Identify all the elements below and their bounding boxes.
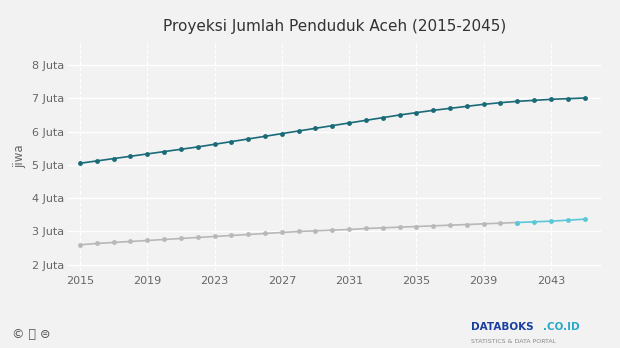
- Text: .CO.ID: .CO.ID: [543, 322, 580, 332]
- Y-axis label: jiwa: jiwa: [13, 145, 26, 168]
- Text: © ⓘ ⊜: © ⓘ ⊜: [12, 327, 51, 341]
- Title: Proyeksi Jumlah Penduduk Aceh (2015-2045): Proyeksi Jumlah Penduduk Aceh (2015-2045…: [163, 19, 507, 34]
- Text: DATABOKS: DATABOKS: [471, 322, 534, 332]
- Text: STATISTICS & DATA PORTAL: STATISTICS & DATA PORTAL: [471, 339, 556, 343]
